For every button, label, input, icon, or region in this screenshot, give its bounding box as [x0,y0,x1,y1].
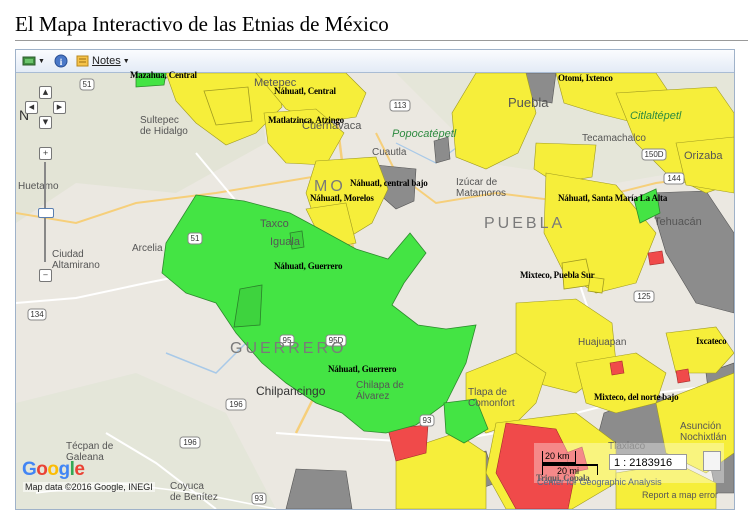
route-shield: 144 [663,172,685,185]
svg-text:51: 51 [83,80,92,89]
route-shield: 125 [633,290,655,303]
svg-text:95D: 95D [329,336,344,345]
route-shield: 51 [187,232,203,245]
city-label: Huajuapan [578,337,626,348]
ethnic-label[interactable]: Ixcateco [696,336,727,346]
ethnic-label[interactable]: Náhuatl, Guerrero [274,261,343,271]
city-label: Tehuacán [654,216,702,228]
route-shield: 51 [79,78,95,91]
ethnic-label[interactable]: Náhuatl, central bajo [350,178,428,188]
city-label: Arcelia [132,243,163,254]
city-label: Chilpancingo [256,384,326,398]
svg-text:125: 125 [637,292,651,301]
city-label: Cuernavaca [302,120,362,132]
ethnic-label[interactable]: Náhuatl, Morelos [310,193,374,203]
state-label: PUEBLA [484,215,565,232]
city-label: Izúcar de Matamoros [456,177,506,199]
volcano-label: Citlaltépetl [630,110,682,122]
svg-text:93: 93 [423,416,432,425]
notes-icon [76,55,89,67]
city-label: Tlaxiaco [608,441,646,452]
scale-ratio-input[interactable]: 1 : 2183916 [609,454,687,470]
ethnic-label[interactable]: Náhuatl, Guerrero [328,364,397,374]
notes-button[interactable]: Notes ▼ [76,53,130,69]
city-label: Tecamachalco [582,133,646,144]
svg-text:134: 134 [30,310,44,319]
city-label: Asunción Nochixtlán [680,421,727,443]
city-label: Orizaba [684,150,723,162]
title-divider [15,40,748,41]
svg-text:51: 51 [191,234,200,243]
pan-down-button[interactable]: ▼ [39,116,52,129]
pan-left-button[interactable]: ◀ [25,101,38,114]
info-button[interactable]: i [54,53,68,69]
svg-text:93: 93 [255,494,264,503]
route-shield: 113 [389,99,411,112]
layers-icon [22,56,36,66]
zoom-slider-thumb[interactable] [38,208,54,218]
route-shield: 93 [419,414,435,427]
zoom-in-button[interactable]: + [39,147,52,160]
city-label: Ciudad Altamirano [52,249,100,271]
notes-label: Notes [92,55,121,67]
ethnic-label[interactable]: Otomí, Ixtenco [558,73,613,83]
route-shield: 93 [251,492,267,505]
layers-button[interactable]: ▼ [22,53,45,69]
map-canvas[interactable]: 51 113 150D 144 51 134 125 95 95D 93 196… [16,70,734,509]
map-layer: 51 113 150D 144 51 134 125 95 95D 93 196… [16,73,734,509]
map-data-attribution: Map data ©2016 Google, INEGI [23,482,155,492]
google-logo: Google [22,459,85,480]
pan-up-button[interactable]: ▲ [39,86,52,99]
city-label: Iguala [270,236,301,248]
city-label: Técpan de Galeana [66,441,114,463]
city-label: Puebla [508,95,549,110]
page-title: El Mapa Interactivo de las Etnias de Méx… [15,12,389,36]
report-map-error-link[interactable]: Report a map error [642,490,719,500]
city-label: Huetamo [18,181,59,192]
svg-text:113: 113 [394,101,407,110]
svg-text:196: 196 [183,438,197,447]
state-label: GUERRERO [230,340,346,357]
chevron-down-icon: ▼ [38,57,45,65]
city-label: Chilapa de Álvarez [356,380,404,402]
north-indicator: N [19,107,30,123]
route-shield: 134 [27,308,47,321]
scale-km: 20 km [542,451,576,464]
chevron-down-icon: ▼ [122,57,130,65]
broken-image-icon [703,451,721,471]
scale-mi: 20 mi [542,464,598,476]
map-toolbar: ▼ i Notes ▼ [16,50,734,73]
pan-right-button[interactable]: ▶ [53,101,66,114]
city-label: Coyuca de Benítez [170,481,218,503]
svg-text:150D: 150D [644,150,663,159]
route-shield: 150D [641,148,667,161]
route-shield: 95 [279,334,295,347]
volcano-label: Popocatépetl [392,128,457,140]
ethnic-label[interactable]: Náhuatl, Central [274,86,336,96]
svg-text:95: 95 [283,336,292,345]
ethnic-label[interactable]: Mazahua, Central [130,70,197,80]
map-frame: ▼ i Notes ▼ [15,49,735,510]
city-label: Taxco [260,218,289,230]
svg-text:196: 196 [229,400,243,409]
svg-text:144: 144 [667,174,681,183]
svg-text:i: i [60,57,63,67]
ethnic-label[interactable]: Triqui, Copala [536,473,590,483]
ethnic-label[interactable]: Náhuatl, Santa María La Alta [558,193,668,203]
route-shield: 196 [225,398,247,411]
city-label: Cuautla [372,147,407,158]
city-label: Metepec [254,77,297,89]
route-shield: 95D [325,334,347,347]
ethnic-label[interactable]: Matlatzinca, Atzingo [268,115,344,125]
ethnic-label[interactable]: Mixteco, Puebla Sur [520,270,595,280]
center-credit-link[interactable]: Center for Geographic Analysis [537,477,662,487]
city-label: Sultepec de Hidalgo [140,115,188,137]
info-icon: i [54,54,68,68]
state-label: MO [314,178,346,195]
city-label: Tlapa de Comonfort [468,387,515,409]
route-shield: 196 [179,436,201,449]
ethnic-label[interactable]: Mixteco, del norte bajo [594,392,679,402]
zoom-out-button[interactable]: − [39,269,52,282]
